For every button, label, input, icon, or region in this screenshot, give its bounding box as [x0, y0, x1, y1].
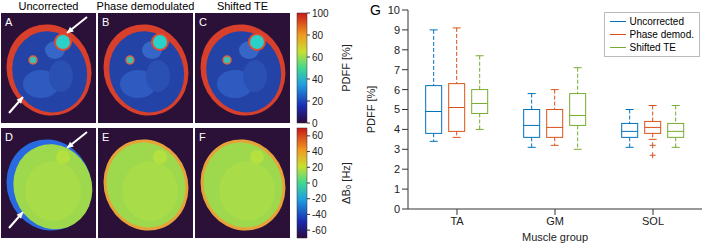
svg-text:-60: -60	[312, 225, 327, 236]
svg-text:Muscle group: Muscle group	[522, 231, 588, 243]
svg-text:F: F	[199, 131, 206, 143]
svg-text:0: 0	[394, 203, 400, 215]
svg-text:100: 100	[312, 8, 329, 19]
svg-text:4: 4	[394, 123, 400, 135]
html-text:Uncorrected: Uncorrected	[629, 16, 684, 27]
svg-text:8: 8	[394, 44, 400, 56]
svg-text:Uncorrected: Uncorrected	[19, 0, 79, 12]
svg-text:D: D	[5, 131, 13, 143]
html-text:Phase demod.: Phase demod.	[629, 29, 694, 40]
svg-text:Phase demodulated: Phase demodulated	[97, 0, 195, 12]
svg-text:SOL: SOL	[642, 215, 664, 227]
svg-text:20: 20	[312, 96, 324, 107]
svg-text:-20: -20	[312, 193, 327, 204]
svg-text:A: A	[5, 16, 13, 28]
svg-text:PDFF [%]: PDFF [%]	[340, 44, 352, 92]
svg-text:C: C	[199, 16, 207, 28]
svg-text:20: 20	[312, 162, 324, 173]
svg-text:60: 60	[312, 52, 324, 63]
svg-text:0: 0	[312, 118, 318, 129]
svg-text:PDFF [%]: PDFF [%]	[365, 86, 377, 134]
svg-text:40: 40	[312, 74, 324, 85]
svg-text:-40: -40	[312, 209, 327, 220]
svg-text:6: 6	[394, 84, 400, 96]
svg-text:0: 0	[312, 178, 318, 189]
svg-text:3: 3	[394, 143, 400, 155]
html-text:G: G	[370, 2, 381, 18]
svg-text:B: B	[102, 16, 109, 28]
svg-text:80: 80	[312, 30, 324, 41]
svg-text:5: 5	[394, 103, 400, 115]
svg-text:10: 10	[388, 4, 400, 16]
svg-text:40: 40	[312, 146, 324, 157]
html-text:Shifted TE: Shifted TE	[629, 42, 676, 53]
svg-text:7: 7	[394, 64, 400, 76]
svg-text:GM: GM	[546, 215, 564, 227]
svg-text:Shifted TE: Shifted TE	[217, 0, 268, 12]
svg-text:TA: TA	[450, 215, 464, 227]
svg-text:1: 1	[394, 183, 400, 195]
svg-text:ΔB₀ [Hz]: ΔB₀ [Hz]	[340, 162, 352, 204]
svg-text:9: 9	[394, 24, 400, 36]
svg-text:2: 2	[394, 163, 400, 175]
svg-text:60: 60	[312, 130, 324, 141]
svg-text:E: E	[102, 131, 109, 143]
